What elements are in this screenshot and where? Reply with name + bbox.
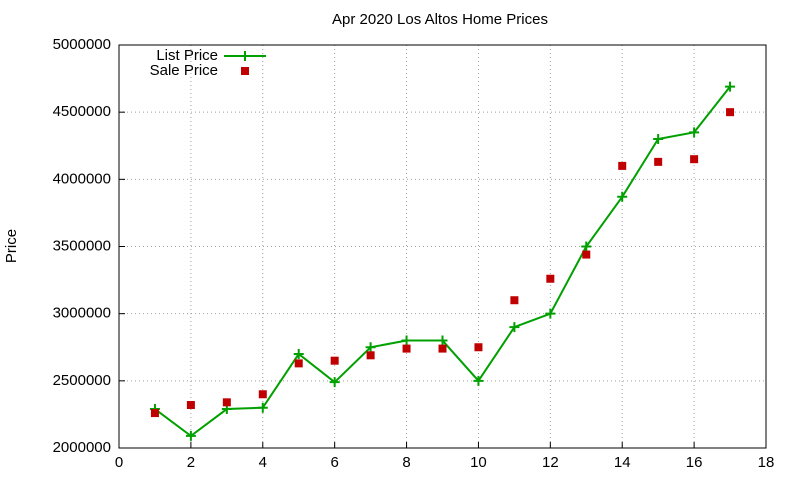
point	[654, 157, 663, 166]
legend-marker	[241, 67, 249, 75]
point	[726, 108, 735, 117]
point	[546, 274, 555, 283]
point	[150, 409, 159, 418]
point	[582, 250, 591, 259]
point	[293, 348, 304, 359]
point	[366, 351, 375, 360]
y-tick-label: 4000000	[53, 170, 111, 187]
point	[185, 430, 196, 441]
y-tick-label: 3500000	[53, 237, 111, 254]
plot-frame	[118, 44, 767, 449]
x-tick-label: 2	[187, 454, 195, 471]
point	[329, 377, 340, 388]
point	[510, 296, 519, 305]
point	[257, 402, 268, 413]
point	[437, 335, 448, 346]
point	[330, 356, 339, 365]
x-tick-label: 16	[686, 454, 703, 471]
legend-label: Sale Price	[150, 62, 218, 79]
x-tick-label: 4	[259, 454, 267, 471]
point	[186, 401, 195, 410]
y-tick-label: 3000000	[53, 305, 111, 322]
point	[581, 241, 592, 252]
point	[222, 398, 231, 407]
y-tick-label: 2000000	[53, 439, 111, 456]
y-tick-label: 2500000	[53, 372, 111, 389]
point	[690, 155, 699, 164]
legend-label: List Price	[156, 47, 218, 64]
point	[618, 161, 627, 170]
x-tick-label: 18	[758, 454, 775, 471]
series-line	[154, 86, 731, 438]
point	[725, 81, 736, 92]
point	[545, 308, 556, 319]
point	[294, 359, 303, 368]
point	[653, 134, 664, 145]
y-axis-label: Price	[3, 229, 20, 263]
x-tick-label: 14	[614, 454, 631, 471]
point	[689, 127, 700, 138]
y-tick-label: 5000000	[53, 36, 111, 53]
x-tick-label: 0	[115, 454, 123, 471]
point	[258, 390, 267, 399]
point	[402, 344, 411, 353]
point	[617, 191, 628, 202]
y-tick-label: 4500000	[53, 103, 111, 120]
point	[473, 375, 484, 386]
chart-title: Apr 2020 Los Altos Home Prices	[332, 11, 548, 28]
point	[365, 342, 376, 353]
point	[509, 322, 520, 333]
point	[474, 343, 483, 352]
x-tick-label: 12	[542, 454, 559, 471]
legend-marker	[240, 51, 250, 61]
point	[401, 335, 412, 346]
point	[438, 344, 447, 353]
x-tick-label: 6	[330, 454, 338, 471]
x-tick-label: 10	[470, 454, 487, 471]
x-tick-label: 8	[402, 454, 410, 471]
